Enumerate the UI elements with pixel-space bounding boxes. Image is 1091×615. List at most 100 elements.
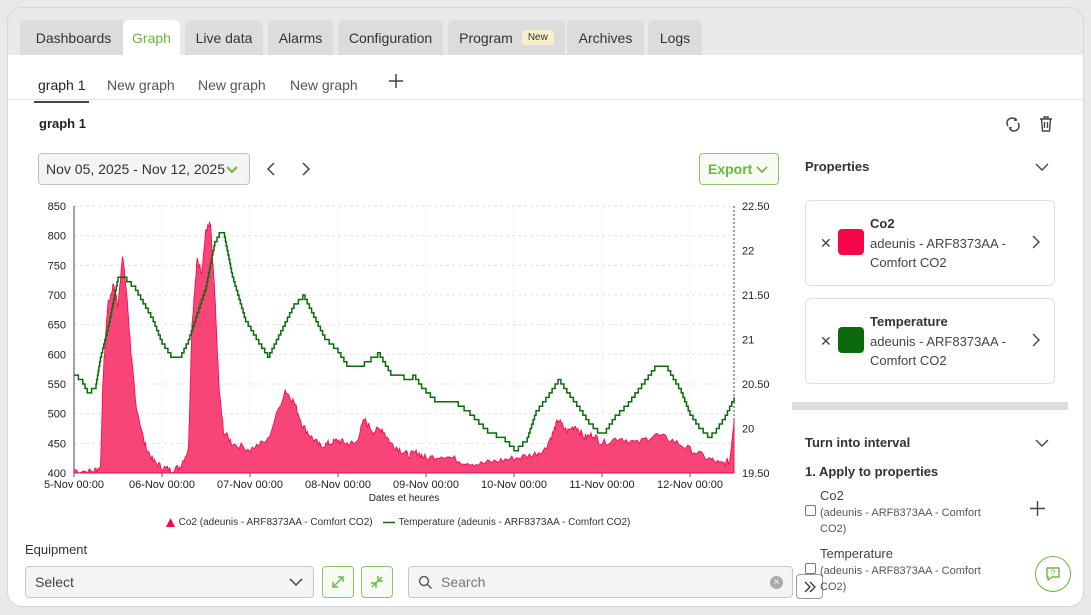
- y-right-tick-label: 20: [742, 424, 754, 436]
- y-right-tick-label: 20.50: [742, 379, 770, 391]
- trash-icon: [1040, 116, 1052, 132]
- panel-divider[interactable]: [792, 402, 1068, 410]
- interval-option-temperature: Temperature (adeunis - ARF8373AA - Comfo…: [805, 546, 1015, 594]
- x-tick-label: 08-Nov 00:00: [305, 479, 371, 491]
- shrink-button[interactable]: [361, 566, 393, 598]
- subtab-new-graph-3[interactable]: New graph: [290, 77, 358, 93]
- svg-text:?: ?: [1051, 569, 1056, 578]
- tab-program[interactable]: Program New: [448, 20, 565, 55]
- interval-title: Turn into interval: [805, 435, 911, 450]
- close-icon[interactable]: ✕: [820, 333, 832, 349]
- date-range-text: Nov 05, 2025 - Nov 12, 2025: [46, 161, 226, 177]
- x-tick-label: 07-Nov 00:00: [217, 479, 283, 491]
- chart-legend: Co2 (adeunis - ARF8373AA - Comfort CO2) …: [8, 517, 788, 528]
- chevron-left-icon[interactable]: [264, 161, 280, 177]
- subtab-new-graph-2[interactable]: New graph: [198, 77, 266, 93]
- checkbox[interactable]: [805, 505, 816, 516]
- expand-icon: [332, 576, 344, 588]
- y-left-tick-label: 650: [48, 320, 66, 332]
- chevron-down-icon: [756, 166, 768, 174]
- x-tick-label: 09-Nov 00:00: [393, 479, 459, 491]
- shrink-icon: [371, 576, 383, 588]
- search-icon: [418, 575, 432, 589]
- plus-icon: [389, 74, 403, 88]
- y-right-tick-label: 19.50: [742, 468, 770, 480]
- subtab-graph-1[interactable]: graph 1: [33, 77, 91, 103]
- refresh-button[interactable]: [1003, 114, 1023, 134]
- chevron-down-icon[interactable]: [1035, 160, 1049, 174]
- temperature-series-line: [74, 231, 735, 452]
- equipment-label: Equipment: [25, 542, 88, 557]
- chevron-right-icon[interactable]: [297, 161, 313, 177]
- chart-area: 850 800 750 700 650 600 550 500 450 400 22.50 22 21.…: [8, 198, 788, 543]
- collapse-panel-button[interactable]: [796, 574, 823, 599]
- property-card-co2[interactable]: ✕ Co2 adeunis - ARF8373AA - Comfort CO2: [805, 200, 1055, 286]
- delete-graph-button[interactable]: [1036, 114, 1056, 134]
- expand-button[interactable]: [322, 566, 354, 598]
- line-icon: [382, 521, 395, 524]
- legend-item-co2[interactable]: Co2 (adeunis - ARF8373AA - Comfort CO2): [165, 517, 373, 528]
- chevron-down-icon: [226, 166, 238, 174]
- y-left-tick-label: 600: [48, 349, 66, 361]
- close-icon[interactable]: ✕: [820, 235, 832, 251]
- x-tick-label: 5-Nov 00:00: [44, 479, 104, 491]
- x-tick-label: 12-Nov 00:00: [657, 479, 723, 491]
- triangle-icon: [165, 518, 175, 527]
- y-left-tick-label: 400: [48, 468, 66, 480]
- property-card-temperature[interactable]: ✕ Temperature adeunis - ARF8373AA - Comf…: [805, 298, 1055, 384]
- app-window: Dashboards Graph Live data Alarms Config…: [8, 8, 1083, 606]
- tab-logs[interactable]: Logs: [648, 20, 702, 55]
- graph-title: graph 1: [39, 116, 86, 131]
- interval-step: 1. Apply to properties: [805, 464, 939, 479]
- chevron-right-icon[interactable]: [1031, 333, 1041, 347]
- tab-graph[interactable]: Graph: [123, 20, 180, 55]
- add-interval-button[interactable]: [1030, 499, 1045, 522]
- double-chevron-right-icon: [804, 581, 816, 592]
- equipment-select[interactable]: Select: [25, 566, 314, 598]
- interval-option-co2: Co2 (adeunis - ARF8373AA - Comfort CO2): [805, 488, 1015, 536]
- x-tick-label: 11-Nov 00:00: [569, 479, 634, 491]
- recycle-icon: [1006, 117, 1020, 132]
- properties-title: Properties: [805, 159, 870, 174]
- y-left-tick-label: 800: [48, 231, 66, 243]
- help-chat-icon: ?: [1046, 567, 1060, 581]
- help-button[interactable]: ?: [1035, 556, 1071, 592]
- chevron-right-icon[interactable]: [1031, 235, 1041, 249]
- plus-icon: [1030, 501, 1045, 516]
- main-tabbar: Dashboards Graph Live data Alarms Config…: [8, 8, 1083, 55]
- y-left-tick-label: 750: [48, 260, 66, 272]
- subtab-new-graph-1[interactable]: New graph: [107, 77, 175, 93]
- y-right-tick-label: 22.50: [742, 201, 770, 213]
- color-swatch[interactable]: [838, 229, 864, 255]
- graph-subtabs: graph 1 New graph New graph New graph: [8, 55, 1083, 103]
- y-left-tick-label: 700: [48, 290, 66, 302]
- x-tick-label: 10-Nov 00:00: [481, 479, 547, 491]
- y-right-tick-label: 21.50: [742, 290, 770, 302]
- y-right-tick-label: 22: [742, 246, 754, 258]
- x-tick-label: 06-Nov 00:00: [129, 479, 195, 491]
- y-left-tick-label: 550: [48, 379, 66, 391]
- tab-archives[interactable]: Archives: [567, 20, 644, 55]
- co2-series-area: [73, 221, 735, 474]
- tab-dashboards[interactable]: Dashboards: [20, 20, 127, 55]
- tab-alarms[interactable]: Alarms: [268, 20, 333, 55]
- chevron-down-icon[interactable]: [1035, 436, 1049, 450]
- new-badge: New: [521, 30, 554, 45]
- legend-item-temperature[interactable]: Temperature (adeunis - ARF8373AA - Comfo…: [382, 517, 630, 528]
- chevron-down-icon: [289, 578, 303, 587]
- chart-svg: 850 800 750 700 650 600 550 500 450 400 22.50 22 21.…: [44, 201, 770, 504]
- checkbox[interactable]: [805, 563, 816, 574]
- clear-icon[interactable]: ×: [770, 576, 783, 589]
- tab-configuration[interactable]: Configuration: [338, 20, 443, 55]
- date-range-picker[interactable]: Nov 05, 2025 - Nov 12, 2025: [38, 153, 250, 185]
- y-right-tick-label: 21: [742, 335, 754, 347]
- search-input[interactable]: Search ×: [408, 566, 793, 598]
- x-axis-label: Dates et heures: [369, 493, 440, 504]
- y-left-tick-label: 450: [48, 438, 66, 450]
- y-left-tick-label: 500: [48, 409, 66, 421]
- export-button[interactable]: Export: [699, 153, 779, 185]
- y-left-tick-label: 850: [48, 201, 66, 213]
- add-graph-button[interactable]: [388, 71, 404, 93]
- tab-live-data[interactable]: Live data: [185, 20, 263, 55]
- color-swatch[interactable]: [838, 327, 864, 353]
